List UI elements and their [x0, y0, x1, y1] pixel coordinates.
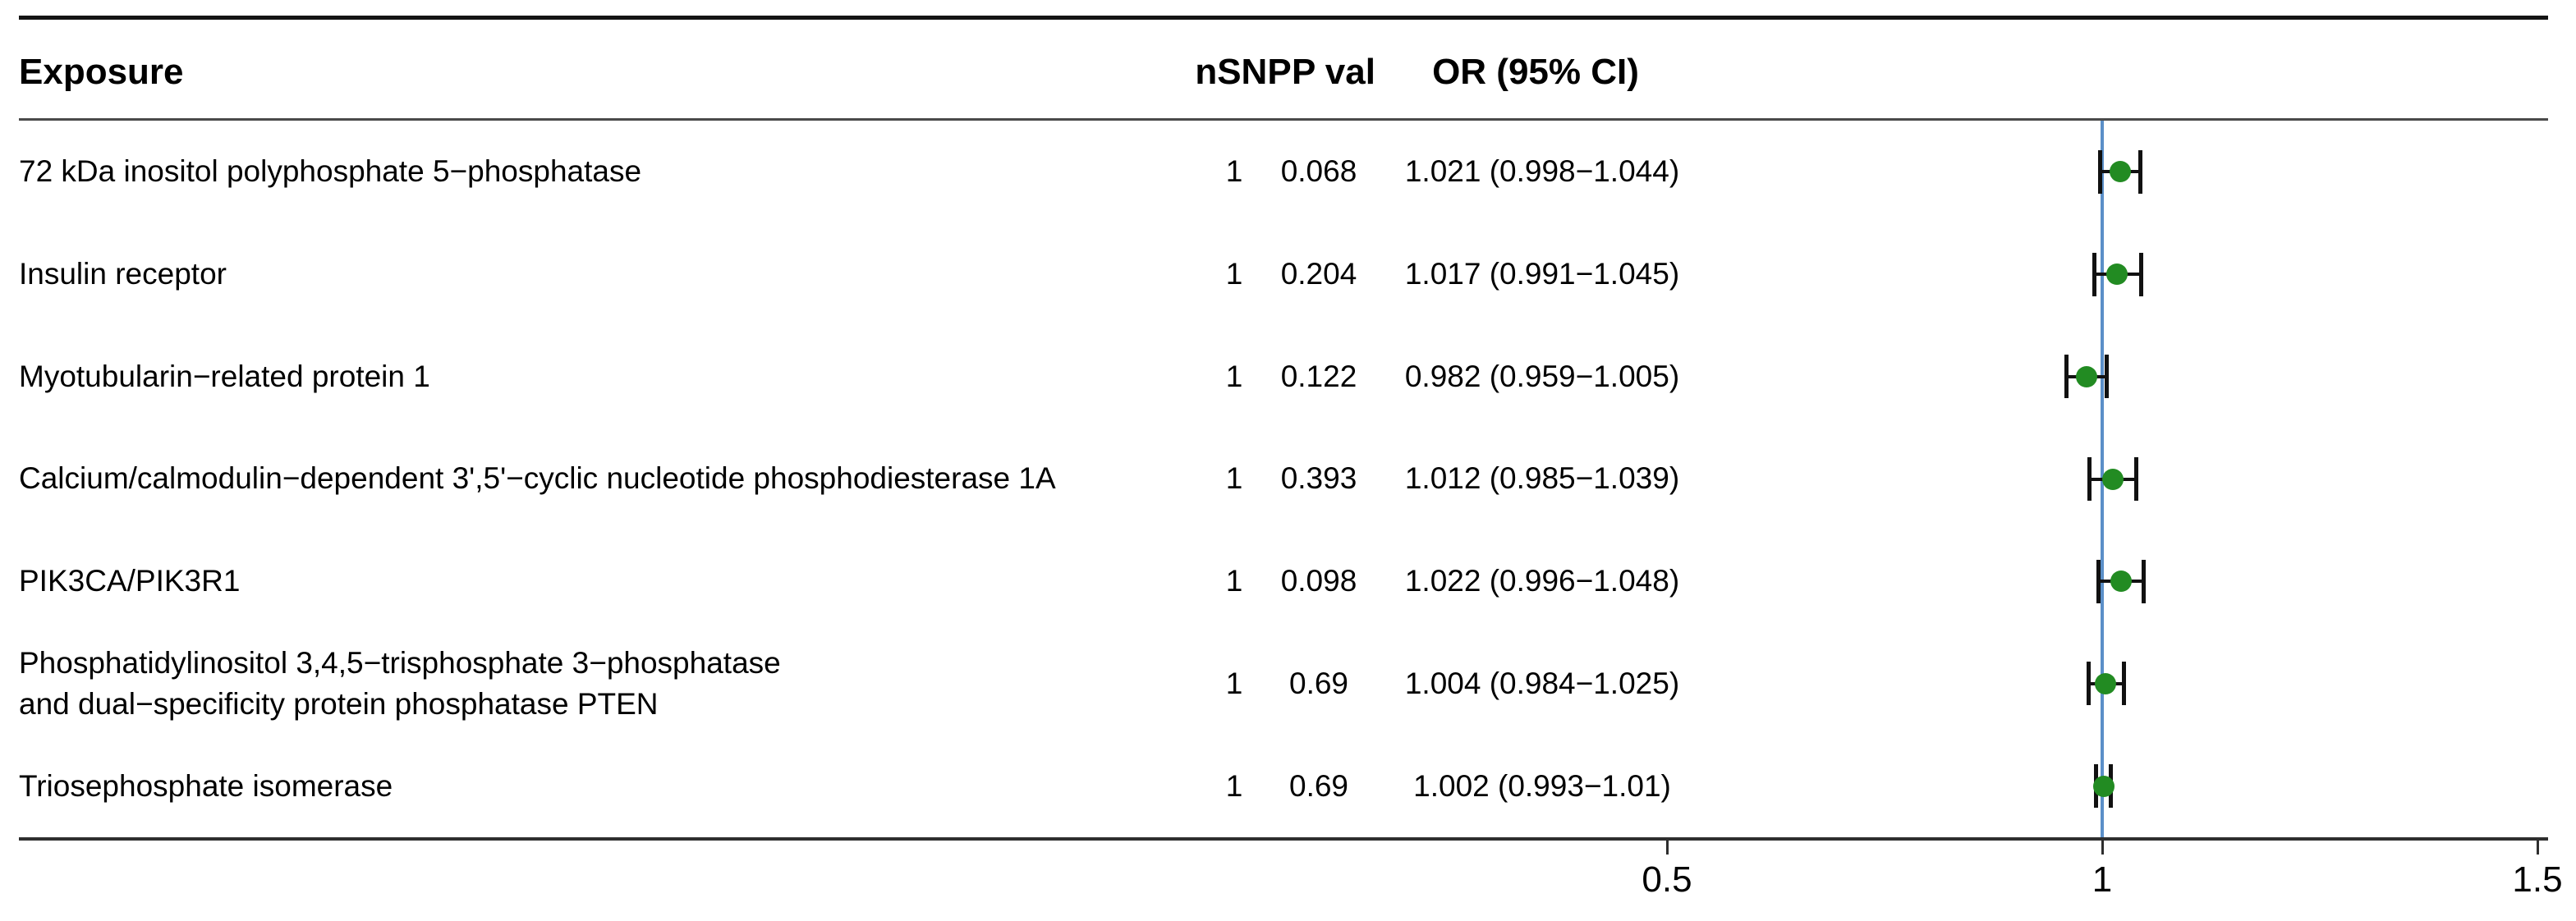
nsnp-value: 1	[1225, 768, 1243, 803]
column-header-pval: P val	[1292, 52, 1375, 92]
or-point	[2101, 468, 2124, 490]
pval-value: 0.393	[1280, 461, 1357, 496]
axis-tick	[2101, 837, 2104, 855]
axis-tick-label: 1	[2092, 859, 2113, 900]
ci-cap-low	[2087, 457, 2092, 501]
table-row: Phosphatidylinositol 3,4,5−trisphosphate…	[0, 633, 2576, 735]
or-point	[2095, 672, 2117, 694]
nsnp-value: 1	[1225, 666, 1243, 700]
or-ci-value: 1.022 (0.996−1.048)	[1404, 564, 1680, 598]
or-ci-value: 1.021 (0.998−1.044)	[1404, 154, 1680, 189]
ci-cap-low	[2098, 149, 2103, 194]
table-row: Calcium/calmodulin−dependent 3',5'−cycli…	[0, 428, 2576, 530]
exposure-label: Insulin receptor	[19, 257, 227, 291]
nsnp-value: 1	[1225, 359, 1243, 393]
column-header-nsnp: nSNP	[1195, 52, 1292, 92]
table-top-border	[19, 16, 2548, 20]
axis-tick-label: 0.5	[1642, 859, 1692, 900]
ci-cap-high	[2138, 149, 2143, 194]
or-ci-value: 1.004 (0.984−1.025)	[1404, 666, 1680, 700]
ci-cap-low	[2096, 559, 2101, 603]
column-header-exposure: Exposure	[19, 52, 184, 92]
pval-value: 0.098	[1280, 564, 1357, 598]
ci-cap-high	[2122, 662, 2126, 706]
axis-tick	[1665, 837, 1669, 855]
exposure-label: Triosephosphate isomerase	[19, 768, 393, 803]
or-ci-value: 0.982 (0.959−1.005)	[1404, 359, 1680, 393]
pval-value: 0.69	[1288, 768, 1349, 803]
ci-cap-high	[2139, 252, 2144, 296]
pval-value: 0.068	[1280, 154, 1357, 189]
or-ci-value: 1.002 (0.993−1.01)	[1413, 768, 1671, 803]
pval-value: 0.204	[1280, 257, 1357, 291]
nsnp-value: 1	[1225, 257, 1243, 291]
nsnp-value: 1	[1225, 154, 1243, 189]
exposure-label: PIK3CA/PIK3R1	[19, 564, 241, 598]
or-ci-value: 1.017 (0.991−1.045)	[1404, 257, 1680, 291]
x-axis-line	[19, 837, 2548, 841]
or-point	[2106, 263, 2128, 286]
table-row: 72 kDa inositol polyphosphate 5−phosphat…	[0, 121, 2576, 223]
exposure-label: Calcium/calmodulin−dependent 3',5'−cycli…	[19, 461, 1056, 496]
exposure-label: Myotubularin−related protein 1	[19, 359, 430, 393]
ci-cap-high	[2133, 457, 2138, 501]
exposure-label: 72 kDa inositol polyphosphate 5−phosphat…	[19, 154, 642, 189]
axis-tick	[2536, 837, 2539, 855]
ci-cap-low	[2064, 355, 2069, 399]
header-divider-line	[19, 118, 2548, 121]
pval-value: 0.69	[1288, 666, 1349, 700]
pval-value: 0.122	[1280, 359, 1357, 393]
ci-cap-high	[2104, 355, 2109, 399]
table-row: Triosephosphate isomerase 1 0.69 1.002 (…	[0, 735, 2576, 837]
or-point	[2110, 161, 2132, 183]
table-row: Insulin receptor 1 0.204 1.017 (0.991−1.…	[0, 223, 2576, 326]
or-point	[2093, 775, 2115, 797]
ci-cap-low	[2092, 252, 2096, 296]
or-point	[2110, 570, 2133, 593]
nsnp-value: 1	[1225, 461, 1243, 496]
exposure-label: Phosphatidylinositol 3,4,5−trisphosphate…	[19, 645, 781, 721]
nsnp-value: 1	[1225, 564, 1243, 598]
or-ci-value: 1.012 (0.985−1.039)	[1404, 461, 1680, 496]
ci-cap-high	[2142, 559, 2147, 603]
table-row: PIK3CA/PIK3R1 1 0.098 1.022 (0.996−1.048…	[0, 530, 2576, 633]
ci-cap-low	[2086, 662, 2091, 706]
table-row: Myotubularin−related protein 1 1 0.122 0…	[0, 325, 2576, 428]
or-point	[2075, 365, 2097, 387]
column-header-or-ci: OR (95% CI)	[1432, 52, 1639, 92]
axis-tick-label: 1.5	[2512, 859, 2563, 900]
